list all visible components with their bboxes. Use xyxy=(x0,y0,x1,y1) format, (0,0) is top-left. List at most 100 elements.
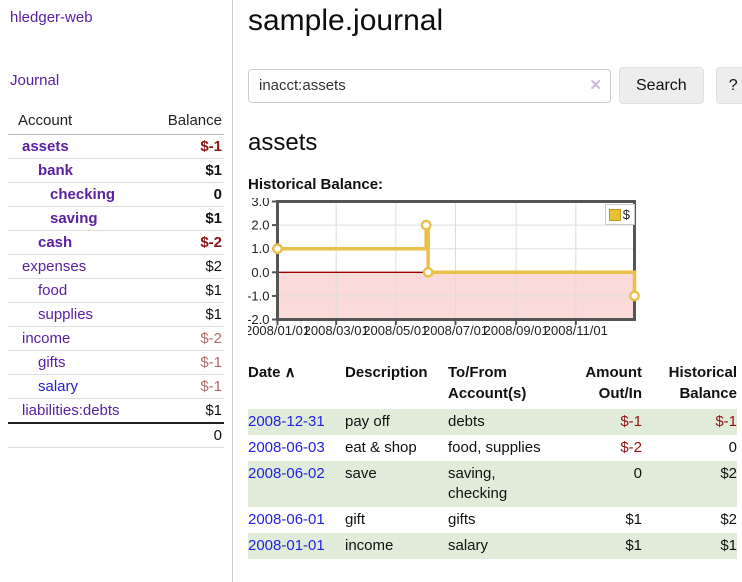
y-axis-tick-label: 3.0 xyxy=(251,198,269,209)
register-header-historical-balance: Historical Balance xyxy=(668,364,737,402)
account-row: salary $-1 xyxy=(8,374,224,399)
account-row: expenses $2 xyxy=(8,254,224,279)
account-row: cash $-2 xyxy=(8,230,224,255)
account-balance: 0 xyxy=(143,182,224,207)
account-link-gifts[interactable]: gifts xyxy=(38,354,66,371)
transaction-amount: $-1 xyxy=(557,409,642,435)
sort-ascending-icon: ∧ xyxy=(280,364,296,381)
account-balance: $1 xyxy=(143,158,224,183)
accounts-total-row: 0 xyxy=(8,422,224,448)
account-row: food $1 xyxy=(8,278,224,303)
transaction-accounts: saving, checking xyxy=(448,461,557,507)
account-link-saving[interactable]: saving xyxy=(50,210,98,227)
register-row: 2008-06-03 eat & shop food, supplies $-2 0 xyxy=(248,435,737,461)
account-balance: $1 xyxy=(143,206,224,231)
help-button[interactable]: ? xyxy=(715,67,742,104)
clear-search-icon[interactable]: ✕ xyxy=(589,76,602,94)
account-row: assets $-1 xyxy=(8,134,224,159)
search-input[interactable] xyxy=(248,68,611,103)
transaction-balance: $1 xyxy=(642,533,737,559)
account-row: checking 0 xyxy=(8,182,224,207)
x-axis-tick-label: 2008/09/01 xyxy=(484,323,549,338)
register-header-date[interactable]: Date ∧ xyxy=(248,364,296,381)
data-point xyxy=(629,290,640,302)
account-link-liabilities-debts[interactable]: liabilities:debts xyxy=(22,402,120,419)
register-row: 2008-06-01 gift gifts $1 $2 xyxy=(248,507,737,533)
balance-chart-svg: 2008/01/012008/03/012008/05/012008/07/01… xyxy=(245,194,640,338)
page-title: sample.journal xyxy=(248,4,444,37)
account-link-cash[interactable]: cash xyxy=(38,234,73,251)
transaction-balance: $2 xyxy=(642,461,737,507)
x-axis-tick-label: 2008/01/01 xyxy=(248,323,310,338)
account-link-expenses[interactable]: expenses xyxy=(22,258,87,275)
transaction-description: save xyxy=(345,461,448,507)
journal-link[interactable]: Journal xyxy=(10,72,60,89)
x-axis-tick-label: 2008/11/01 xyxy=(544,323,608,338)
account-balance: $1 xyxy=(143,302,224,327)
register-header-description: Description xyxy=(345,364,428,381)
transaction-amount: 0 xyxy=(557,461,642,507)
register-row: 2008-12-31 pay off debts $-1 $-1 xyxy=(248,409,737,435)
chart-legend: $ xyxy=(604,204,635,225)
transaction-accounts: debts xyxy=(448,409,557,435)
y-axis-tick-label: 2.0 xyxy=(251,218,269,233)
account-link-food[interactable]: food xyxy=(38,282,68,299)
legend-swatch-icon xyxy=(608,208,621,221)
account-row: supplies $1 xyxy=(8,302,224,327)
balance-chart: 2008/01/01 2008/03/01 2008/05/01 2008/07/01… xyxy=(245,194,640,345)
accounts-header-balance: Balance xyxy=(143,110,224,135)
register-header-amount-out-in: Amount Out/In xyxy=(585,364,642,402)
transaction-amount: $1 xyxy=(557,533,642,559)
account-link-bank[interactable]: bank xyxy=(38,162,74,179)
search-bar: ✕ Search ? xyxy=(248,67,742,104)
accounts-header-account: Account xyxy=(8,110,144,135)
account-link-income[interactable]: income xyxy=(22,330,71,347)
account-link-assets[interactable]: assets xyxy=(22,138,69,155)
account-balance: $-1 xyxy=(143,374,224,399)
main-content: sample.journal ✕ Search ? assets Histori… xyxy=(233,0,742,582)
transaction-description: income xyxy=(345,533,448,559)
account-balance: $1 xyxy=(143,398,224,424)
account-row: gifts $-1 xyxy=(8,350,224,375)
transaction-balance: 0 xyxy=(728,439,737,456)
search-button[interactable]: Search xyxy=(619,67,704,104)
y-axis-tick-label: 0.0 xyxy=(251,265,269,280)
accounts-total-value: 0 xyxy=(143,422,224,448)
account-heading: assets xyxy=(248,129,318,156)
transaction-date-link[interactable]: 2008-06-01 xyxy=(248,511,325,528)
y-axis-tick-label: 1.0 xyxy=(251,241,269,256)
register-row: 2008-06-02 save saving, checking 0 $2 xyxy=(248,461,737,507)
transaction-description: eat & shop xyxy=(345,439,417,456)
account-row: liabilities:debts $1 xyxy=(8,398,224,424)
transaction-accounts: gifts xyxy=(448,511,476,528)
x-axis-tick-label: 2008/03/01 xyxy=(304,323,369,338)
sidebar: hledger-web Journal Account Balance asse… xyxy=(0,0,233,582)
sidebar-accounts-table: Account Balance assets $-1 bank $1 checking 0… xyxy=(8,110,224,448)
account-link-checking[interactable]: checking xyxy=(50,186,116,203)
account-balance: $-2 xyxy=(143,230,224,255)
x-axis-tick-label: 2008/05/01 xyxy=(363,323,428,338)
app-title-link[interactable]: hledger-web xyxy=(10,9,93,26)
transaction-accounts: salary xyxy=(448,533,557,559)
transaction-balance: $-1 xyxy=(642,409,737,435)
account-link-supplies[interactable]: supplies xyxy=(38,306,94,323)
transaction-accounts: food, supplies xyxy=(448,439,541,456)
transaction-date-link[interactable]: 2008-06-03 xyxy=(248,439,325,456)
transaction-date-link[interactable]: 2008-01-01 xyxy=(248,537,325,554)
register-header-row: Date ∧ Description To/From Account(s) Amount… xyxy=(248,361,737,409)
data-point xyxy=(272,243,283,255)
account-row: saving $1 xyxy=(8,206,224,231)
account-balance: $-1 xyxy=(143,350,224,375)
transaction-date-link[interactable]: 2008-06-02 xyxy=(248,465,325,482)
transaction-balance: $2 xyxy=(720,511,737,528)
account-row: income $-2 xyxy=(8,326,224,351)
transaction-amount: $-2 xyxy=(620,439,642,456)
y-axis-tick-label: -1.0 xyxy=(248,288,270,303)
register-row: 2008-01-01 income salary $1 $1 xyxy=(248,533,737,559)
chart-label: Historical Balance: xyxy=(248,176,384,193)
register-header-to-from-account-s-: To/From Account(s) xyxy=(448,364,527,402)
account-balance: $1 xyxy=(143,278,224,303)
transaction-date-link[interactable]: 2008-12-31 xyxy=(248,413,325,430)
account-link-salary[interactable]: salary xyxy=(38,378,79,395)
sidebar-accounts-body: assets $-1 bank $1 checking 0 saving $1 cash $-2 e… xyxy=(8,134,224,424)
